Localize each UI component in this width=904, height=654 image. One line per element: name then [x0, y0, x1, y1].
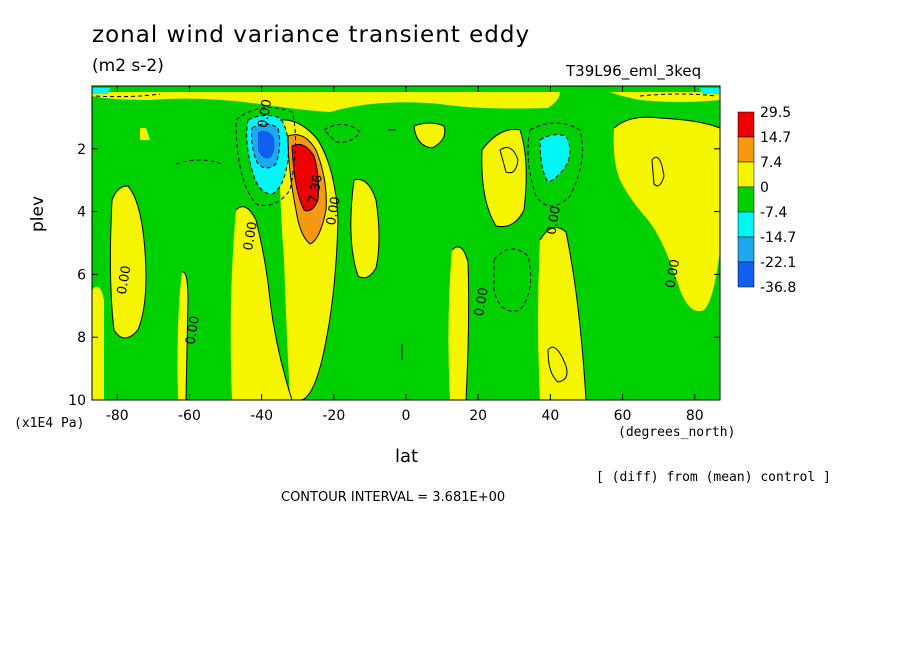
x-tick-label: -60: [178, 408, 201, 424]
contour-lines: [109, 116, 721, 401]
legend-label: -36.8: [760, 280, 796, 296]
legend-label: -14.7: [760, 230, 796, 246]
x-tick-label: -80: [106, 408, 129, 424]
x-axis-label: lat: [395, 446, 419, 467]
y-tick-label: 10: [68, 393, 86, 409]
contour-interval-text: CONTOUR INTERVAL = 3.681E+00: [281, 490, 506, 505]
contour-label: 0.00: [256, 98, 276, 129]
contour-labels: 0.007.360.000.000.000.000.000.000.00: [115, 98, 683, 346]
run-label: T39L96_eml_3keq: [566, 62, 702, 80]
contour-label: 0.00: [115, 265, 135, 296]
y-ticks: 2 4 6 8 10: [68, 142, 720, 409]
x-tick-label: 80: [686, 408, 704, 424]
contour-label: 0.00: [183, 315, 203, 346]
legend-swatch: [737, 186, 755, 213]
legend-label: 0: [760, 180, 769, 196]
legend-swatch: [737, 211, 755, 238]
chart-units: (m2 s-2): [92, 56, 164, 76]
legend-label: -7.4: [760, 205, 787, 221]
contour-label: 0.00: [241, 221, 261, 252]
negative-contour-lines: [95, 93, 717, 312]
color-legend: 29.5 14.7 7.4 0 -7.4 -14.7 -22.1 -36.8: [737, 105, 796, 296]
x-tick-label: 20: [469, 408, 487, 424]
x-tick-label: -40: [250, 408, 273, 424]
legend-label: 14.7: [760, 130, 791, 146]
y-axis-units: (x1E4 Pa): [14, 416, 85, 431]
contour-label: 0.00: [544, 205, 564, 236]
chart-title: zonal wind variance transient eddy: [92, 22, 531, 48]
x-tick-label: 60: [614, 408, 632, 424]
x-tick-label: 0: [402, 408, 411, 424]
difference-note: [ (diff) from (mean) control ]: [596, 470, 831, 485]
legend-label: -22.1: [760, 255, 796, 271]
legend-swatch: [737, 261, 755, 288]
legend-swatch: [737, 236, 755, 263]
legend-swatch: [737, 161, 755, 188]
contour-fill: [92, 86, 720, 400]
x-ticks: -80 -60 -40 -20 0 20 40 60 80: [106, 86, 704, 424]
legend-label: 7.4: [760, 155, 782, 171]
legend-swatch: [737, 136, 755, 163]
x-tick-label: -20: [322, 408, 345, 424]
y-tick-label: 8: [77, 330, 86, 346]
x-tick-label: 40: [541, 408, 559, 424]
y-tick-label: 2: [77, 142, 86, 158]
y-tick-label: 6: [77, 267, 86, 283]
contour-label: 0.00: [663, 258, 683, 289]
legend-label: 29.5: [760, 105, 791, 121]
contour-label: 0.00: [472, 286, 492, 317]
y-tick-label: 4: [77, 205, 86, 221]
legend-swatch: [737, 111, 755, 138]
contour-label: 7.36: [306, 173, 326, 204]
x-axis-units: (degrees_north): [618, 425, 736, 440]
contour-label: 0.00: [324, 195, 344, 226]
